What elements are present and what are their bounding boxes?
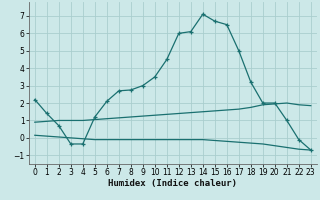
- X-axis label: Humidex (Indice chaleur): Humidex (Indice chaleur): [108, 179, 237, 188]
